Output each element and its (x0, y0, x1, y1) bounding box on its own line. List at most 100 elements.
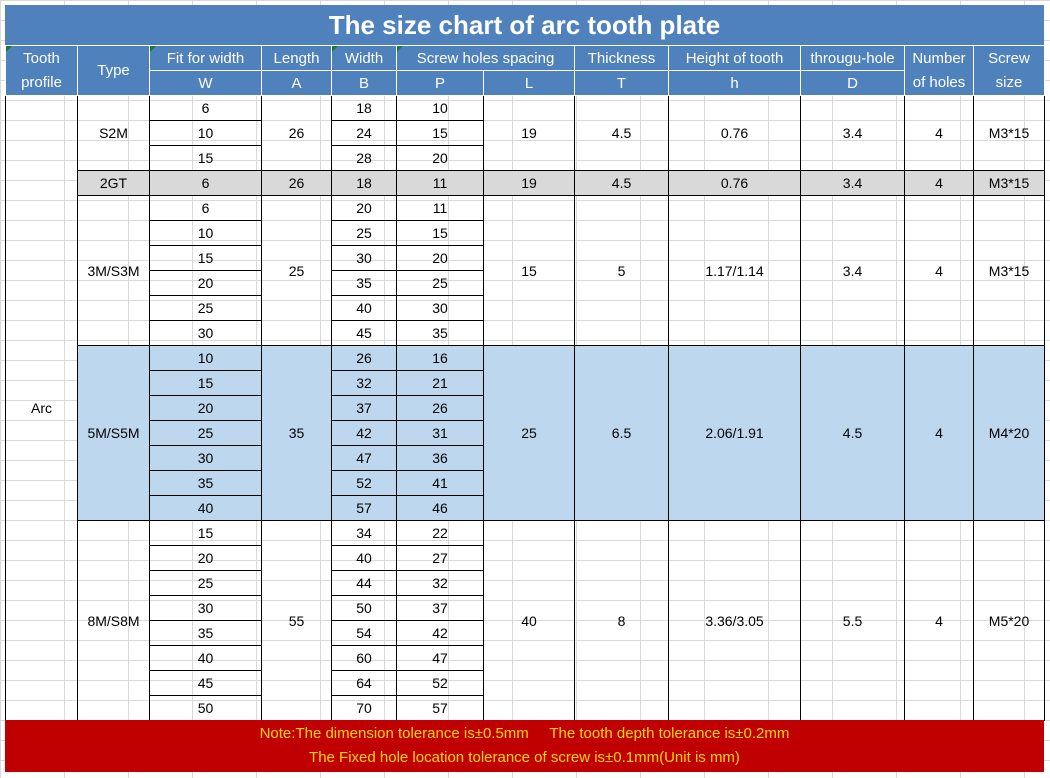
fit-width-cell: 20 (149, 545, 262, 571)
spacing-p-cell: 41 (396, 470, 484, 496)
spacing-p-cell: 25 (396, 270, 484, 296)
fit-width-cell: 20 (149, 270, 262, 296)
table-row: 25 42 31 (6, 420, 1045, 446)
width-cell: 30 (331, 245, 397, 271)
header-fit-width: Fit for width (149, 45, 262, 71)
fit-width-cell: 40 (149, 495, 262, 521)
fit-width-cell: 6 (149, 195, 262, 221)
fit-width-cell: 6 (149, 95, 262, 121)
size-chart-table: Tooth profile Type Fit for width Length … (5, 45, 1046, 721)
thickness-cell: 8 (574, 520, 670, 721)
fit-width-cell: 40 (149, 645, 262, 671)
fit-width-cell: 6 (149, 170, 262, 196)
spacing-p-cell: 16 (396, 345, 484, 371)
spacing-p-cell: 31 (396, 420, 484, 446)
screw-size-cell: M4*20 (973, 345, 1046, 521)
tooth-height-cell: 2.06/1.91 (668, 345, 802, 521)
tooth-profile-cell: Arc (5, 95, 78, 721)
header-num-holes: Number of holes (904, 45, 975, 96)
spacing-l-cell: 25 (482, 345, 576, 521)
fit-width-cell: 10 (149, 345, 262, 371)
width-cell: 24 (331, 120, 397, 146)
table-row: 20 35 25 (6, 270, 1045, 296)
table-row: Arc S2M 6 26 18 10 19 4.5 0.76 3.4 4 M3*15 (5, 95, 1046, 721)
tooth-height-cell: 1.17/1.14 (668, 195, 802, 346)
width-cell: 26 (331, 345, 397, 371)
width-cell: 18 (331, 170, 397, 196)
thickness-cell: 5 (574, 195, 670, 346)
width-cell: 37 (331, 395, 397, 421)
thickness-cell: 6.5 (574, 345, 670, 521)
header-b-symbol: B (331, 70, 397, 96)
type-cell: 8M/S8M (77, 520, 150, 721)
spacing-l-cell: 15 (482, 195, 576, 346)
fit-width-cell: 50 (149, 695, 262, 721)
header-holes-line2: of holes (912, 73, 966, 91)
length-cell: 26 (261, 170, 332, 196)
header-tooth-line1: Tooth (23, 49, 60, 67)
spacing-p-cell: 20 (396, 245, 484, 271)
header-width: Width (331, 45, 397, 71)
spacing-p-cell: 15 (396, 220, 484, 246)
spacing-p-cell: 32 (396, 570, 484, 596)
fit-width-cell: 15 (149, 520, 262, 546)
fit-width-cell: 35 (149, 470, 262, 496)
header-a-symbol: A (261, 70, 332, 96)
fit-width-cell: 35 (149, 620, 262, 646)
holes-count-cell: 4 (904, 195, 975, 346)
table-row: 25 40 30 (6, 295, 1045, 321)
table-row: 5M/S5M 10 35 26 16 25 6.5 2.06/1.91 4.5 4 M4*20 (6, 345, 1046, 521)
spacing-p-cell: 57 (396, 695, 484, 721)
width-cell: 54 (331, 620, 397, 646)
length-cell: 55 (261, 520, 332, 721)
spacing-p-cell: 11 (396, 195, 484, 221)
tooth-height-cell: 3.36/3.05 (668, 520, 802, 721)
table-row: 3M/S3M 6 25 20 11 15 5 1.17/1.14 3.4 4 M3*15 (6, 195, 1046, 346)
through-hole-cell: 5.5 (800, 520, 906, 721)
through-hole-cell: 4.5 (800, 345, 906, 521)
page-title: The size chart of arc tooth plate (5, 5, 1044, 45)
length-cell: 26 (261, 95, 332, 171)
tooth-height-cell: 0.76 (668, 95, 802, 171)
spacing-p-cell: 22 (396, 520, 484, 546)
screw-size-cell: M3*15 (973, 170, 1046, 196)
fit-width-cell: 15 (149, 370, 262, 396)
fit-width-cell: 25 (149, 570, 262, 596)
width-cell: 57 (331, 495, 397, 521)
through-hole-cell: 3.4 (800, 195, 906, 346)
spacing-l-cell: 40 (482, 520, 576, 721)
note-line-1: Note:The dimension tolerance is±0.5mm Th… (259, 725, 790, 742)
header-thickness: Thickness (574, 45, 670, 71)
spacing-p-cell: 11 (396, 170, 484, 196)
header-holes-line1: Number (912, 49, 966, 67)
table-row: 10 24 15 (6, 120, 1045, 146)
table-row: 45 64 52 (6, 670, 1045, 696)
screw-size-cell: M3*15 (973, 195, 1046, 346)
header-d-symbol: D (800, 70, 906, 96)
table-row: 15 32 21 (6, 370, 1045, 396)
width-cell: 34 (331, 520, 397, 546)
width-cell: 18 (331, 95, 397, 121)
width-cell: 52 (331, 470, 397, 496)
header-screw-spacing: Screw holes spacing (395, 45, 576, 71)
note-line-2: The Fixed hole location tolerance of scr… (309, 749, 740, 766)
table-row: 10 25 15 (6, 220, 1045, 246)
header-screw-line2: size (995, 73, 1023, 91)
header-through-hole: througu-hole (800, 45, 906, 71)
spacing-p-cell: 46 (396, 495, 484, 521)
spacing-p-cell: 20 (396, 145, 484, 171)
fit-width-cell: 25 (149, 420, 262, 446)
spacing-p-cell: 15 (396, 120, 484, 146)
table-row: 20 37 26 (6, 395, 1045, 421)
spacing-p-cell: 35 (396, 320, 484, 346)
fit-width-cell: 10 (149, 120, 262, 146)
fit-width-cell: 25 (149, 295, 262, 321)
spacing-p-cell: 37 (396, 595, 484, 621)
width-cell: 42 (331, 420, 397, 446)
spacing-p-cell: 26 (396, 395, 484, 421)
width-cell: 25 (331, 220, 397, 246)
spacing-p-cell: 21 (396, 370, 484, 396)
fit-width-cell: 10 (149, 220, 262, 246)
table-row: 8M/S8M 15 55 34 22 40 8 3.36/3.05 5.5 4 M5*20 (6, 520, 1046, 721)
header-tooth-height: Height of tooth (668, 45, 802, 71)
